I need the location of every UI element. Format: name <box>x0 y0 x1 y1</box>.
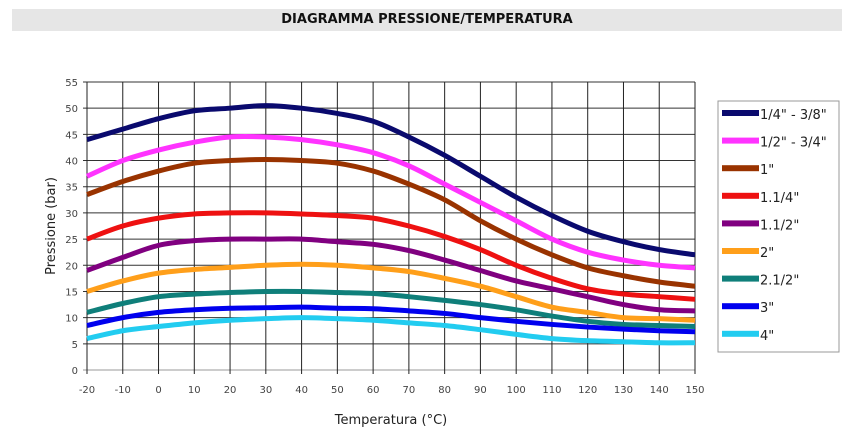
x-tick-label: 120 <box>578 385 597 396</box>
legend-swatch <box>722 330 759 337</box>
x-tick-label: 100 <box>507 385 526 396</box>
grid <box>83 81 696 374</box>
legend-swatch <box>722 275 759 282</box>
series-line <box>86 304 696 335</box>
x-tick-label: 60 <box>367 385 380 396</box>
x-tick-label: 130 <box>614 385 633 396</box>
series-line <box>86 261 696 323</box>
y-axis-label: Pressione (bar) <box>44 177 59 275</box>
y-tick-label: 10 <box>65 314 78 325</box>
y-tick-label: 0 <box>72 366 78 377</box>
y-tick-label: 20 <box>65 261 78 272</box>
series-line <box>86 156 696 289</box>
title-bar: DIAGRAMMA PRESSIONE/TEMPERATURA <box>12 9 842 31</box>
legend-label: 1/4" - 3/8" <box>760 108 827 123</box>
series-line <box>85 133 696 271</box>
x-tick-label: 10 <box>188 385 201 396</box>
legend-label: 1/2" - 3/4" <box>760 136 827 151</box>
y-tick-label: 5 <box>72 340 78 351</box>
series-line <box>86 103 696 258</box>
x-tick-label: 140 <box>650 385 669 396</box>
x-tick-label: 50 <box>331 385 344 396</box>
y-tick-label: 55 <box>65 78 78 89</box>
legend-swatch <box>722 137 759 144</box>
x-tick-label: 30 <box>259 385 272 396</box>
x-tick-label: 90 <box>474 385 487 396</box>
legend-swatch <box>722 248 759 254</box>
y-tick-label: 30 <box>65 209 78 220</box>
legend-swatch <box>722 303 759 310</box>
legend-label: 2.1/2" <box>760 274 799 289</box>
legend-label: 1.1/2" <box>760 218 799 233</box>
x-tick-label: -20 <box>79 385 95 396</box>
legend: 1/4" - 3/8" 1/2" - 3/4" 1" 1.1/4" 1.1/2" 2" 2.… <box>717 100 840 353</box>
legend-label: 3" <box>760 301 774 316</box>
legend-swatch <box>722 110 759 116</box>
y-tick-label: 45 <box>65 130 78 141</box>
legend-label: 4" <box>760 329 774 344</box>
x-tick-label: 0 <box>155 385 161 396</box>
series-line <box>86 288 696 330</box>
x-axis-label: Temperatura (°C) <box>334 413 447 428</box>
legend-swatch <box>722 192 759 199</box>
y-tick-label: 50 <box>65 104 78 115</box>
series-line <box>86 236 696 314</box>
series-line <box>86 315 696 346</box>
tick-labels: 0 5 10 15 20 25 30 35 40 45 50 55 -20 -10 0 10 20 30 40 50 6… <box>65 78 704 396</box>
x-tick-label: 20 <box>224 385 237 396</box>
legend-swatch <box>722 165 759 172</box>
series-lines <box>85 103 696 346</box>
y-tick-label: 25 <box>65 235 78 246</box>
chart-title: DIAGRAMMA PRESSIONE/TEMPERATURA <box>281 12 573 27</box>
legend-label: 1.1/4" <box>760 191 799 206</box>
y-tick-label: 40 <box>65 157 78 168</box>
y-tick-label: 35 <box>65 183 78 194</box>
y-tick-label: 15 <box>65 287 78 298</box>
legend-label: 2" <box>760 246 774 261</box>
legend-label: 1" <box>760 163 774 178</box>
x-tick-label: -10 <box>115 385 131 396</box>
series-line <box>86 210 696 302</box>
x-tick-label: 80 <box>438 385 451 396</box>
x-tick-label: 150 <box>685 385 704 396</box>
legend-swatch <box>722 220 759 227</box>
x-tick-label: 110 <box>542 385 561 396</box>
x-tick-label: 70 <box>403 385 416 396</box>
x-tick-label: 40 <box>295 385 308 396</box>
